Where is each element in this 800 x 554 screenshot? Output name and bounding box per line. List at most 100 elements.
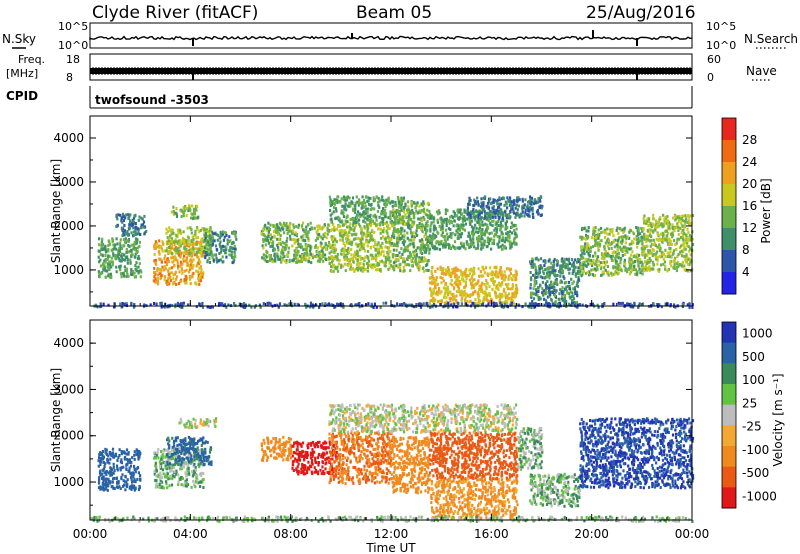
heatmap-cell bbox=[632, 261, 635, 265]
heatmap-cell bbox=[225, 255, 228, 259]
heatmap-cell bbox=[309, 249, 312, 253]
heatmap-cell bbox=[533, 281, 536, 284]
heatmap-cell bbox=[211, 236, 215, 240]
heatmap-cell bbox=[505, 238, 508, 242]
heatmap-cell bbox=[132, 226, 135, 230]
heatmap-cell bbox=[447, 266, 450, 269]
heatmap-cell bbox=[296, 257, 299, 261]
heatmap-cell bbox=[121, 258, 124, 262]
heatmap-cell bbox=[652, 252, 655, 256]
heatmap-cell bbox=[187, 239, 190, 243]
heatmap-cell bbox=[159, 276, 162, 280]
heatmap-cell bbox=[469, 210, 472, 214]
heatmap-cell bbox=[328, 261, 331, 265]
heatmap-cell bbox=[381, 229, 384, 233]
heatmap-cell bbox=[466, 208, 469, 212]
heatmap-cell bbox=[553, 289, 556, 292]
heatmap-cell bbox=[571, 299, 574, 303]
heatmap-cell bbox=[470, 243, 474, 247]
heatmap-cell bbox=[384, 201, 387, 205]
heatmap-cell bbox=[530, 207, 533, 211]
heatmap-cell bbox=[538, 295, 541, 299]
heatmap-cell bbox=[623, 261, 626, 265]
heatmap-cell bbox=[686, 236, 689, 240]
heatmap-cell bbox=[181, 242, 184, 245]
heatmap-cell bbox=[123, 240, 127, 244]
heatmap-cell bbox=[544, 259, 547, 263]
heatmap-cell bbox=[682, 242, 685, 246]
heatmap-cell bbox=[454, 280, 457, 284]
heatmap-cell bbox=[334, 247, 337, 251]
heatmap-cell bbox=[287, 246, 290, 250]
heatmap-cell bbox=[403, 269, 406, 273]
heatmap-cell bbox=[400, 227, 403, 231]
heatmap-cell bbox=[426, 208, 429, 212]
heatmap-cell bbox=[617, 232, 620, 235]
heatmap-cell bbox=[129, 213, 132, 217]
heatmap-cell bbox=[198, 282, 201, 286]
heatmap-cell bbox=[331, 228, 334, 232]
heatmap-cell bbox=[405, 257, 408, 261]
heatmap-cell bbox=[323, 245, 326, 249]
heatmap-cell bbox=[676, 239, 679, 243]
heatmap-cell bbox=[167, 269, 170, 273]
heatmap-cell bbox=[318, 256, 321, 260]
heatmap-cell bbox=[192, 271, 195, 275]
heatmap-cell bbox=[591, 264, 594, 268]
heatmap-cell bbox=[671, 223, 674, 227]
heatmap-cell bbox=[572, 294, 575, 298]
heatmap-cell bbox=[118, 249, 121, 253]
heatmap-cell bbox=[667, 231, 670, 235]
heatmap-cell bbox=[666, 224, 669, 228]
heatmap-cell bbox=[642, 248, 645, 251]
heatmap-cell bbox=[581, 235, 584, 239]
heatmap-cell bbox=[104, 244, 107, 248]
heatmap-cell bbox=[190, 249, 193, 253]
heatmap-cell bbox=[178, 270, 181, 274]
heatmap-cell bbox=[364, 226, 367, 230]
heatmap-cell bbox=[179, 280, 182, 284]
heatmap-cell bbox=[495, 296, 498, 300]
heatmap-cell bbox=[565, 299, 568, 303]
heatmap-cell bbox=[316, 228, 319, 232]
heatmap-cell bbox=[362, 210, 365, 214]
heatmap-cell bbox=[481, 206, 484, 210]
heatmap-cell bbox=[344, 257, 347, 261]
heatmap-cell bbox=[179, 244, 182, 248]
heatmap-cell bbox=[454, 298, 458, 302]
heatmap-cell bbox=[308, 256, 311, 260]
heatmap-cell bbox=[273, 259, 277, 262]
heatmap-cell bbox=[214, 253, 217, 257]
heatmap-cell bbox=[185, 257, 189, 261]
heatmap-cell bbox=[319, 250, 322, 254]
heatmap-cell bbox=[341, 238, 344, 242]
heatmap-cell bbox=[521, 199, 524, 203]
heatmap-cell bbox=[441, 231, 444, 235]
heatmap-cell bbox=[331, 269, 334, 273]
heatmap-cell bbox=[167, 260, 171, 264]
heatmap-cell bbox=[542, 259, 545, 263]
heatmap-cell bbox=[356, 237, 359, 240]
heatmap-cell bbox=[603, 228, 606, 232]
heatmap-cell bbox=[389, 210, 392, 214]
heatmap-cell bbox=[486, 299, 489, 302]
heatmap-cell bbox=[115, 270, 118, 274]
heatmap-cell bbox=[439, 291, 442, 295]
heatmap-cell bbox=[219, 232, 222, 236]
heatmap-cell bbox=[220, 248, 223, 252]
heatmap-cell bbox=[510, 245, 513, 249]
heatmap-cell bbox=[232, 256, 235, 260]
heatmap-cell bbox=[138, 257, 141, 261]
heatmap-cell bbox=[486, 236, 489, 240]
heatmap-cell bbox=[408, 243, 411, 247]
heatmap-cell bbox=[597, 246, 600, 250]
heatmap-cell bbox=[441, 226, 444, 229]
heatmap-cell bbox=[355, 195, 358, 199]
heatmap-cell bbox=[329, 204, 332, 208]
heatmap-cell bbox=[468, 272, 472, 276]
heatmap-cell bbox=[625, 237, 628, 241]
heatmap-cell bbox=[429, 299, 432, 303]
heatmap-cell bbox=[665, 221, 668, 225]
heatmap-cell bbox=[187, 209, 190, 213]
heatmap-cell bbox=[419, 250, 422, 254]
